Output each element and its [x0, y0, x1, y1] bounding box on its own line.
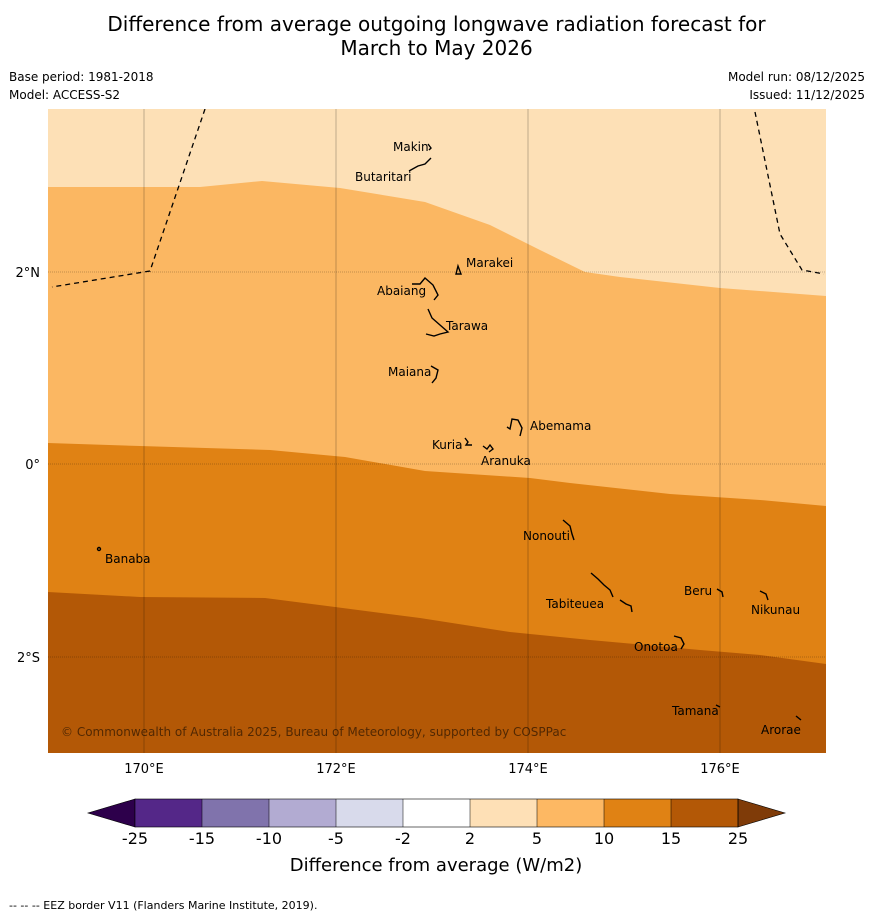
- island-label-aranuka: Aranuka: [481, 454, 531, 468]
- colorbar-bin-3: [269, 799, 336, 827]
- colorbar-bin-2: [202, 799, 269, 827]
- island-label-marakei: Marakei: [466, 256, 513, 270]
- map-title: Difference from average outgoing longwav…: [0, 12, 873, 60]
- lon-label-172: 172°E: [316, 762, 356, 777]
- island-shape-tarawa: [425, 308, 450, 337]
- colorbar-tick-8: 10: [594, 829, 614, 848]
- island-shape-onotoa: [673, 635, 685, 650]
- lon-label-176: 176°E: [700, 762, 740, 777]
- colorbar-bin-1: [135, 799, 202, 827]
- island-shape-banaba: [96, 546, 102, 552]
- colorbar-bin-4: [336, 799, 403, 827]
- model-name: Model: ACCESS-S2: [9, 88, 121, 102]
- lat-label-2n: 2°N: [16, 266, 41, 281]
- island-shape-arorae: [795, 715, 802, 721]
- map-plot-area: Makin Butaritari Marakei Abaiang Tarawa …: [48, 109, 826, 753]
- colorbar-tick-10: 25: [728, 829, 748, 848]
- title-line-1: Difference from average outgoing longwav…: [107, 12, 766, 36]
- lat-label-2s: 2°S: [17, 651, 40, 666]
- colorbar-bin-8: [604, 799, 671, 827]
- issued-date: Issued: 11/12/2025: [749, 88, 865, 102]
- island-labels: Makin Butaritari Marakei Abaiang Tarawa …: [105, 140, 801, 737]
- island-shape-butaritari: [408, 157, 432, 172]
- island-shape-tabiteuea: [590, 572, 633, 613]
- island-outlines: [96, 143, 802, 721]
- island-label-onotoa: Onotoa: [634, 640, 678, 654]
- island-label-beru: Beru: [684, 584, 712, 598]
- latitude-labels: 2°N 0° 2°S: [16, 266, 41, 666]
- island-shape-aranuka: [482, 443, 494, 453]
- title-line-2: March to May 2026: [340, 36, 533, 60]
- model-run: Model run: 08/12/2025: [727, 70, 865, 84]
- island-shape-nonouti: [562, 519, 575, 541]
- island-shape-makin: [427, 143, 432, 151]
- colorbar-tick-3: -10: [256, 829, 282, 848]
- eez-border-west: [51, 109, 206, 288]
- longitude-labels: 170°E 172°E 174°E 176°E: [124, 762, 740, 777]
- lon-label-170: 170°E: [124, 762, 164, 777]
- eez-border-east: [754, 111, 825, 275]
- island-label-kuria: Kuria: [432, 438, 463, 452]
- island-shape-maiana: [430, 365, 439, 384]
- colorbar-tick-6: 2: [465, 829, 475, 848]
- island-label-maiana: Maiana: [388, 365, 431, 379]
- island-label-butaritari: Butaritari: [355, 170, 412, 184]
- island-label-abaiang: Abaiang: [377, 284, 426, 298]
- copyright-notice: © Commonwealth of Australia 2025, Bureau…: [61, 725, 566, 739]
- island-shape-marakei: [455, 263, 463, 275]
- island-shape-abemama: [506, 418, 523, 437]
- lon-label-174: 174°E: [508, 762, 548, 777]
- island-label-arorae: Arorae: [761, 723, 801, 737]
- colorbar-outline: [134, 798, 739, 828]
- base-period: Base period: 1981-2018: [9, 70, 154, 84]
- island-shape-kuria: [464, 437, 472, 446]
- island-shape-tamana: [715, 704, 721, 708]
- colorbar-extend-high: [737, 798, 787, 828]
- grid-lines: [48, 109, 826, 753]
- colorbar-bin-7: [537, 799, 604, 827]
- island-label-tamana: Tamana: [671, 704, 719, 718]
- eez-footnote: -- -- -- EEZ border V11 (Flanders Marine…: [9, 899, 318, 912]
- colorbar-dividers: [201, 799, 672, 827]
- island-label-nikunau: Nikunau: [751, 603, 800, 617]
- colorbar: -25 -15 -10 -5 -2 2 5 10 15 25 Differenc…: [86, 798, 787, 876]
- colorbar-tick-7: 5: [532, 829, 542, 848]
- island-label-banaba: Banaba: [105, 552, 151, 566]
- island-label-tarawa: Tarawa: [445, 319, 488, 333]
- eez-borders: [51, 109, 825, 288]
- lat-label-0: 0°: [25, 458, 40, 473]
- island-label-nonouti: Nonouti: [523, 529, 570, 543]
- meta-left: Base period: 1981-2018 Model: ACCESS-S2: [9, 68, 154, 104]
- island-shape-nikunau: [759, 590, 769, 601]
- island-shape-beru: [716, 588, 724, 598]
- colorbar-extend-low: [86, 798, 136, 828]
- colorbar-tick-2: -15: [189, 829, 215, 848]
- colorbar-tick-labels: -25 -15 -10 -5 -2 2 5 10 15 25: [122, 829, 748, 848]
- colorbar-bin-9: [671, 799, 738, 827]
- band-15-25: [48, 592, 826, 753]
- colorbar-tick-1: -25: [122, 829, 148, 848]
- colorbar-tick-4: -5: [328, 829, 344, 848]
- island-label-makin: Makin: [393, 140, 429, 154]
- island-label-tabiteuea: Tabiteuea: [545, 597, 604, 611]
- island-label-abemama: Abemama: [530, 419, 591, 433]
- colorbar-tick-5: -2: [395, 829, 411, 848]
- colorbar-bin-6: [470, 799, 537, 827]
- meta-right: Model run: 08/12/2025 Issued: 11/12/2025: [728, 68, 865, 104]
- island-shape-abaiang: [412, 277, 439, 301]
- colorbar-bin-5: [403, 799, 470, 827]
- colorbar-tick-9: 15: [661, 829, 681, 848]
- colorbar-title: Difference from average (W/m2): [290, 855, 582, 876]
